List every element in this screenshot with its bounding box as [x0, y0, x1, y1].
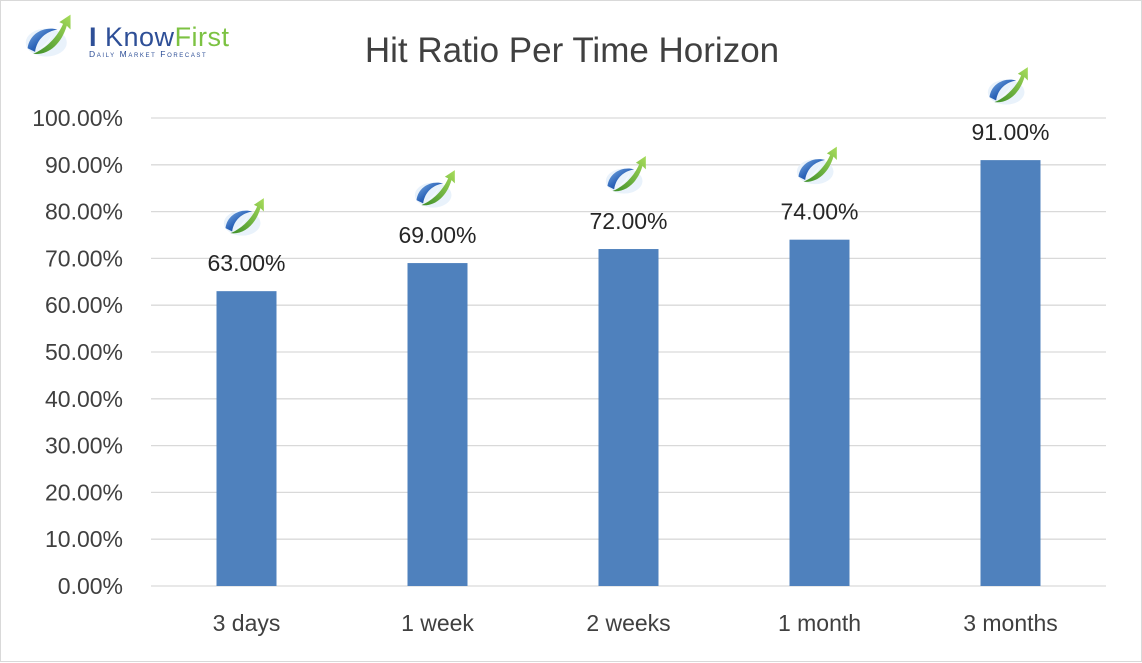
chart-title: Hit Ratio Per Time Horizon: [364, 31, 780, 70]
bar: [980, 160, 1041, 586]
i-know-first-logo-icon: [796, 146, 837, 185]
brand-logo-text: I KnowFirst Daily Market Forecast: [89, 23, 230, 59]
y-tick-label: 80.00%: [45, 199, 123, 225]
bar: [789, 239, 850, 586]
y-tick-label: 50.00%: [45, 339, 123, 365]
brand-name-i: I: [89, 22, 106, 52]
i-know-first-logo-icon: [223, 198, 264, 236]
data-label: 72.00%: [589, 208, 667, 234]
brand-name: I KnowFirst: [89, 23, 230, 51]
data-label: 63.00%: [207, 250, 285, 276]
brand-name-first: First: [174, 22, 230, 52]
y-tick-label: 0.00%: [58, 573, 123, 599]
x-tick-label: 2 weeks: [586, 610, 670, 636]
x-tick-label: 3 days: [213, 610, 281, 636]
x-tick-label: 1 month: [778, 610, 861, 636]
data-label: 91.00%: [971, 119, 1049, 145]
bar: [407, 263, 468, 586]
y-tick-label: 70.00%: [45, 245, 123, 271]
y-tick-label: 60.00%: [45, 292, 123, 318]
y-tick-label: 90.00%: [45, 152, 123, 178]
data-label: 74.00%: [780, 199, 858, 225]
x-tick-label: 1 week: [401, 610, 474, 636]
y-tick-label: 20.00%: [45, 479, 123, 505]
brand-logo: I KnowFirst Daily Market Forecast: [15, 9, 255, 65]
i-know-first-logo-icon: [605, 156, 646, 194]
brand-tagline: Daily Market Forecast: [89, 49, 208, 59]
x-tick-label: 3 months: [963, 610, 1058, 636]
i-know-first-logo-icon: [414, 170, 455, 208]
bar: [598, 249, 659, 587]
y-tick-label: 40.00%: [45, 386, 123, 412]
y-tick-label: 10.00%: [45, 526, 123, 552]
y-tick-label: 30.00%: [45, 433, 123, 459]
y-tick-label: 100.00%: [32, 105, 123, 131]
bar: [216, 291, 277, 586]
brand-name-know: Know: [105, 22, 175, 52]
data-label: 69.00%: [398, 222, 476, 248]
i-know-first-logo-icon: [987, 67, 1028, 105]
